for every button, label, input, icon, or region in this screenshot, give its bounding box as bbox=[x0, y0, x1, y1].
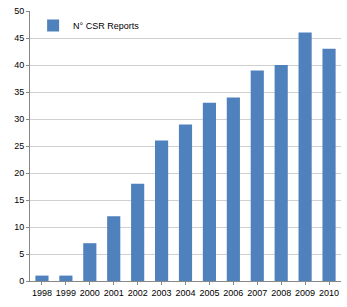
svg-text:40: 40 bbox=[14, 60, 24, 70]
svg-text:25: 25 bbox=[14, 141, 24, 151]
svg-text:45: 45 bbox=[14, 33, 24, 43]
svg-text:1999: 1999 bbox=[56, 288, 76, 298]
svg-text:0: 0 bbox=[19, 276, 24, 286]
svg-text:10: 10 bbox=[14, 222, 24, 232]
svg-text:2005: 2005 bbox=[199, 288, 219, 298]
svg-text:30: 30 bbox=[14, 114, 24, 124]
svg-text:2004: 2004 bbox=[175, 288, 195, 298]
svg-text:2010: 2010 bbox=[319, 288, 339, 298]
svg-text:2001: 2001 bbox=[104, 288, 124, 298]
svg-text:35: 35 bbox=[14, 87, 24, 97]
svg-text:2007: 2007 bbox=[247, 288, 267, 298]
svg-text:5: 5 bbox=[19, 249, 24, 259]
svg-text:20: 20 bbox=[14, 168, 24, 178]
svg-text:2009: 2009 bbox=[295, 288, 315, 298]
svg-text:1998: 1998 bbox=[32, 288, 52, 298]
svg-text:2006: 2006 bbox=[223, 288, 243, 298]
svg-text:N° CSR Reports: N° CSR Reports bbox=[73, 21, 139, 31]
svg-text:2008: 2008 bbox=[271, 288, 291, 298]
svg-text:15: 15 bbox=[14, 195, 24, 205]
svg-text:2002: 2002 bbox=[128, 288, 148, 298]
svg-text:2000: 2000 bbox=[80, 288, 100, 298]
svg-text:2003: 2003 bbox=[152, 288, 172, 298]
svg-text:50: 50 bbox=[14, 6, 24, 16]
